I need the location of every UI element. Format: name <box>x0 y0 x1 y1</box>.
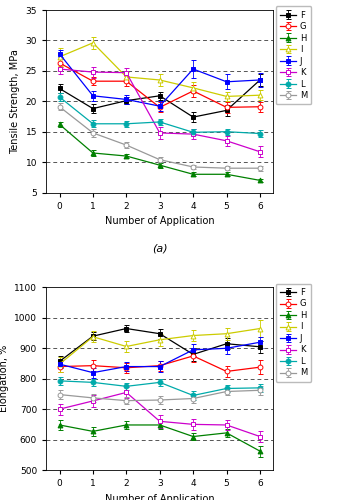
X-axis label: Number of Application: Number of Application <box>105 216 214 226</box>
Y-axis label: Tensile Strength, MPa: Tensile Strength, MPa <box>10 49 20 154</box>
Y-axis label: Elongation, %: Elongation, % <box>0 345 9 412</box>
Legend: F, G, H, I, J, K, L, M: F, G, H, I, J, K, L, M <box>275 6 311 104</box>
Legend: F, G, H, I, J, K, L, M: F, G, H, I, J, K, L, M <box>275 284 311 382</box>
X-axis label: Number of Application: Number of Application <box>105 494 214 500</box>
Text: (a): (a) <box>152 244 168 254</box>
